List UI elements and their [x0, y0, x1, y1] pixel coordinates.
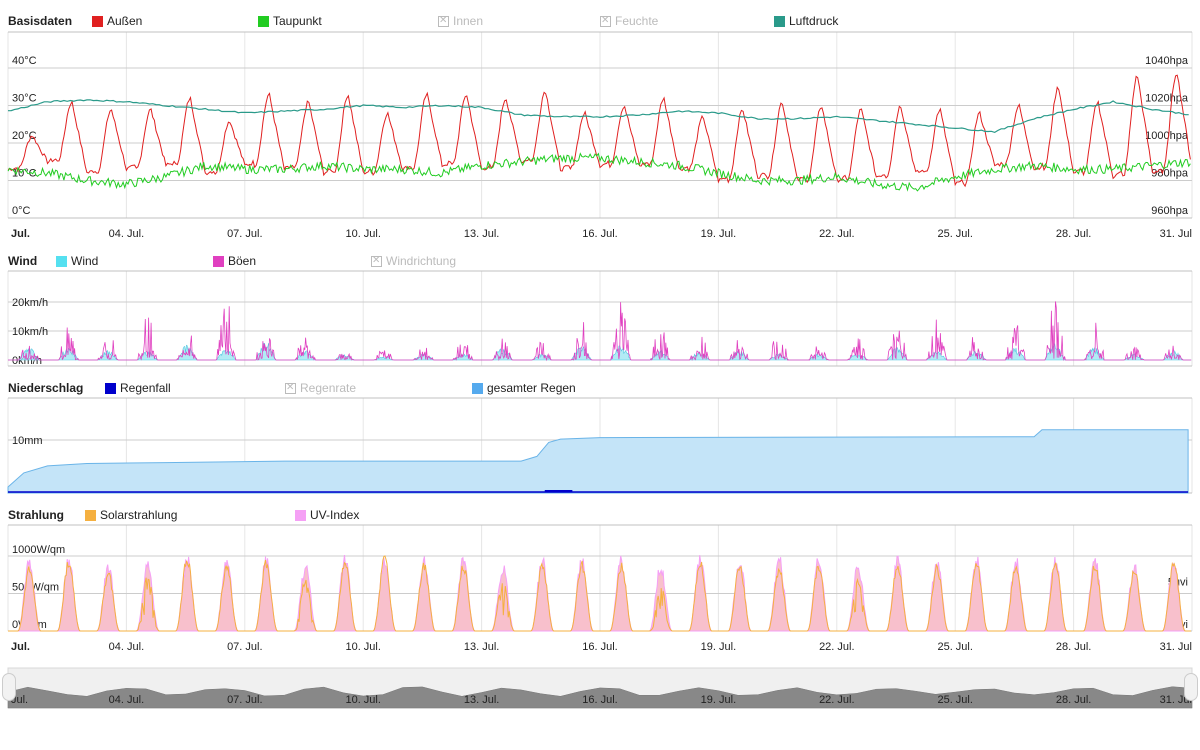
date-tick-label: 28. Jul. — [1056, 641, 1091, 653]
solar-left-tick-label: 1000W/qm — [12, 544, 65, 556]
date-tick-label: Jul. — [11, 641, 30, 653]
section-title-basis: Basisdaten — [8, 14, 73, 28]
navigator-date-label: 31. Jul — [1160, 694, 1192, 706]
legend-item-regenrate[interactable]: Regenrate — [285, 381, 356, 395]
date-tick-label: 04. Jul. — [109, 228, 144, 240]
basis-right-tick-label: 1040hpa — [1145, 55, 1189, 67]
series-taupunkt-line — [7, 152, 1191, 192]
series-gesamter-regen-area — [7, 429, 1189, 494]
date-tick-label: 22. Jul. — [819, 641, 854, 653]
basis-left-tick-label: 0°C — [12, 205, 31, 217]
basis-right-tick-label: 960hpa — [1151, 205, 1189, 217]
date-tick-label: 28. Jul. — [1056, 228, 1091, 240]
date-tick-label: 10. Jul. — [345, 641, 380, 653]
basis-right-tick-label: 1000hpa — [1145, 130, 1189, 142]
legend-solar: Strahlung Solarstrahlung UV-Index — [0, 506, 1200, 524]
swatch-icon — [295, 509, 306, 521]
legend-basis: Basisdaten Außen Taupunkt Innen Feuchte … — [0, 12, 1200, 30]
swatch-icon — [105, 382, 116, 394]
legend-item-wind[interactable]: Wind — [56, 254, 98, 268]
date-tick-label: 31. Jul — [1160, 641, 1192, 653]
series-aussen-line — [7, 74, 1191, 188]
checkbox-off-icon — [438, 15, 449, 27]
series-solarstrahlung-line — [8, 555, 1191, 632]
date-tick-label: 07. Jul. — [227, 228, 262, 240]
section-title-rain: Niederschlag — [8, 381, 84, 395]
navigator-series-area — [7, 686, 1193, 709]
basis-right-tick-label: 980hpa — [1151, 168, 1189, 180]
basis-right-tick-label: 1020hpa — [1145, 93, 1189, 105]
navigator-date-label: 22. Jul. — [819, 694, 854, 706]
legend-item-windrichtung[interactable]: Windrichtung — [371, 254, 456, 268]
series-boeen-line — [8, 301, 1192, 362]
legend-item-aussen[interactable]: Außen — [92, 14, 142, 28]
swatch-icon — [213, 255, 224, 267]
navigator-date-label: 10. Jul. — [345, 694, 380, 706]
swatch-icon — [472, 382, 483, 394]
date-tick-label: 13. Jul. — [464, 228, 499, 240]
legend-item-uv-index[interactable]: UV-Index — [295, 508, 359, 522]
navigator-right-handle[interactable] — [1184, 673, 1198, 701]
legend-item-feuchte[interactable]: Feuchte — [600, 14, 658, 28]
series-luftdruck-line — [7, 99, 1189, 134]
wind-tick-label: 20km/h — [12, 297, 48, 309]
navigator-date-label: 16. Jul. — [582, 694, 617, 706]
date-tick-label: 25. Jul. — [937, 641, 972, 653]
navigator-date-label: 07. Jul. — [227, 694, 262, 706]
legend-wind: Wind Wind Böen Windrichtung — [0, 252, 1200, 270]
section-title-wind: Wind — [8, 254, 38, 268]
checkbox-off-icon — [371, 255, 382, 267]
navigator-date-label: 19. Jul. — [701, 694, 736, 706]
date-tick-label: 10. Jul. — [345, 228, 380, 240]
navigator-date-label: 04. Jul. — [109, 694, 144, 706]
date-tick-label: 16. Jul. — [582, 228, 617, 240]
legend-item-regenfall[interactable]: Regenfall — [105, 381, 171, 395]
checkbox-off-icon — [600, 15, 611, 27]
date-tick-label: 22. Jul. — [819, 228, 854, 240]
checkbox-off-icon — [285, 382, 296, 394]
legend-item-gesamter-regen[interactable]: gesamter Regen — [472, 381, 576, 395]
wind-tick-label: 10km/h — [12, 326, 48, 338]
date-tick-label: 13. Jul. — [464, 641, 499, 653]
legend-item-boeen[interactable]: Böen — [213, 254, 256, 268]
date-tick-label: 19. Jul. — [701, 228, 736, 240]
date-tick-label: 31. Jul — [1160, 228, 1192, 240]
date-tick-label: 04. Jul. — [109, 641, 144, 653]
navigator-date-label: 25. Jul. — [937, 694, 972, 706]
swatch-icon — [92, 15, 103, 27]
date-tick-label: 19. Jul. — [701, 641, 736, 653]
swatch-icon — [258, 15, 269, 27]
basis-left-tick-label: 30°C — [12, 93, 37, 105]
date-tick-label: 25. Jul. — [937, 228, 972, 240]
section-title-solar: Strahlung — [8, 508, 64, 522]
swatch-icon — [85, 509, 96, 521]
solar-left-tick-label: 500W/qm — [12, 582, 59, 594]
date-tick-label: Jul. — [11, 228, 30, 240]
navigator-left-handle[interactable] — [2, 673, 16, 701]
basis-left-tick-label: 40°C — [12, 55, 37, 67]
date-tick-label: 16. Jul. — [582, 641, 617, 653]
legend-item-taupunkt[interactable]: Taupunkt — [258, 14, 322, 28]
navigator-date-label: 28. Jul. — [1056, 694, 1091, 706]
legend-item-solarstrahlung[interactable]: Solarstrahlung — [85, 508, 177, 522]
date-tick-label: 07. Jul. — [227, 641, 262, 653]
legend-item-luftdruck[interactable]: Luftdruck — [774, 14, 838, 28]
swatch-icon — [56, 255, 67, 267]
navigator-date-label: 13. Jul. — [464, 694, 499, 706]
swatch-icon — [774, 15, 785, 27]
rain-tick-label: 10mm — [12, 435, 43, 447]
legend-item-innen[interactable]: Innen — [438, 14, 483, 28]
basis-left-tick-label: 20°C — [12, 130, 37, 142]
legend-rain: Niederschlag Regenfall Regenrate gesamte… — [0, 379, 1200, 397]
